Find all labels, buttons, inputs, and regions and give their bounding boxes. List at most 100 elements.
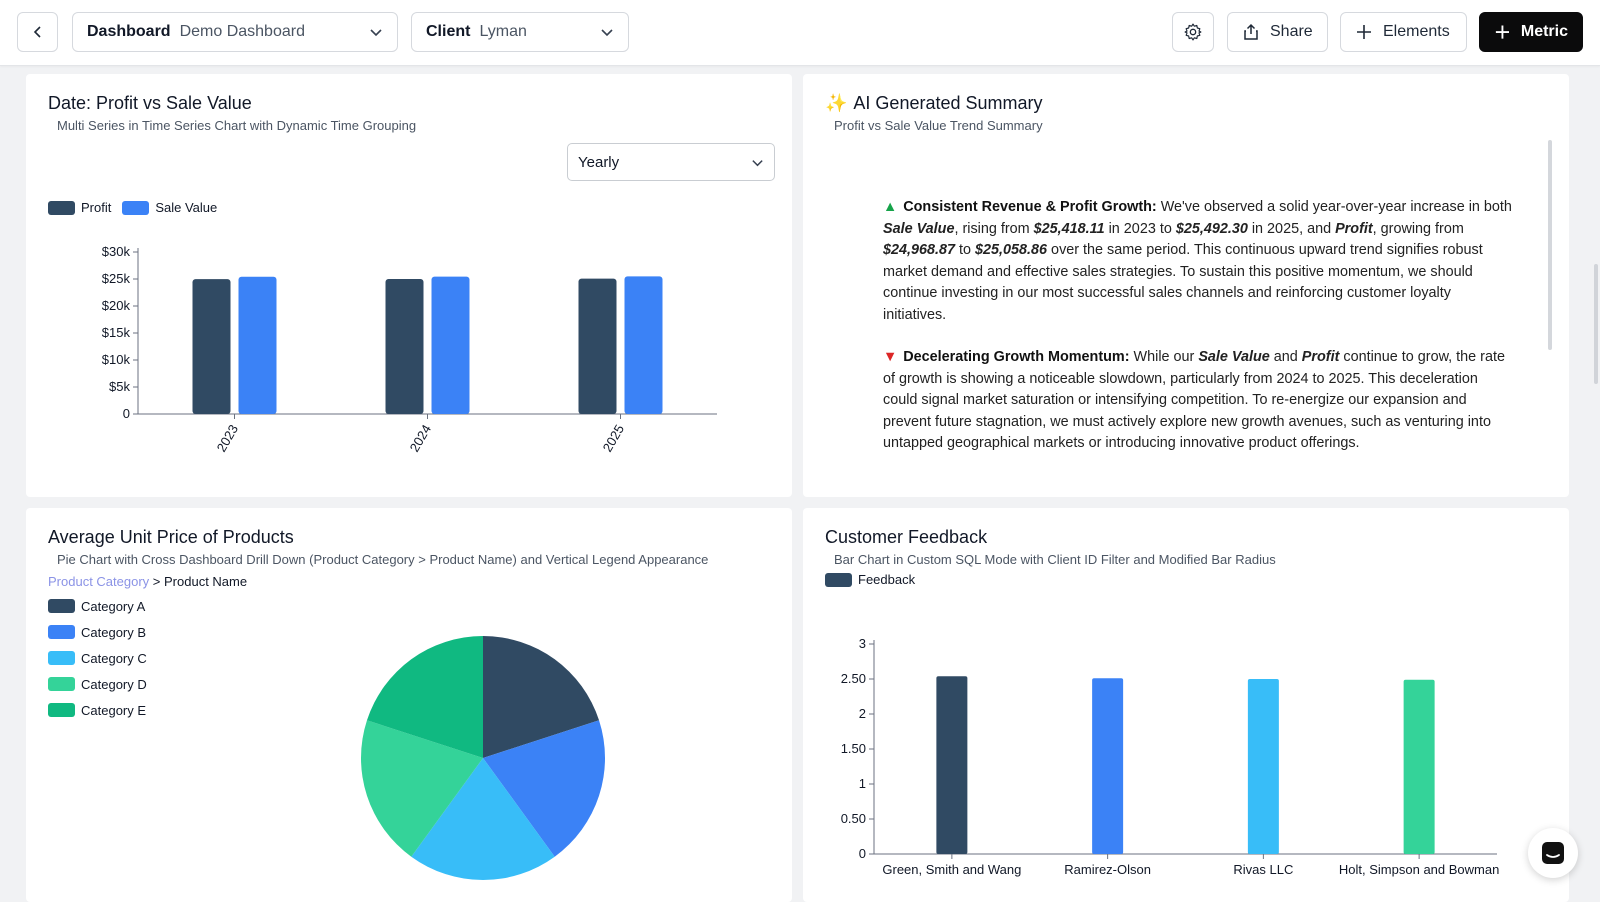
- summary-paragraph: ▲ Consistent Revenue & Profit Growth: We'…: [883, 197, 1513, 326]
- y-tick-label: 0: [859, 846, 866, 861]
- legend-swatch: [48, 703, 75, 717]
- ai-summary-text: ▲ Consistent Revenue & Profit Growth: We'…: [883, 197, 1513, 476]
- avg-unit-price-card: Average Unit Price of Products Pie Chart…: [26, 508, 792, 902]
- summary-text: , growing from: [1372, 220, 1464, 237]
- bar-green-smith-and-wang: [936, 676, 968, 854]
- bar-rivas-llc: [1247, 679, 1279, 854]
- card-subtitle: Multi Series in Time Series Chart with D…: [57, 118, 417, 133]
- legend-swatch: [48, 651, 75, 665]
- share-button[interactable]: Share: [1227, 12, 1328, 52]
- legend-label: Category E: [81, 702, 147, 718]
- plus-icon: [1495, 25, 1509, 39]
- summary-text: over the same period. This continuous up…: [883, 242, 1483, 323]
- y-tick-label: $10k: [102, 352, 131, 367]
- trend-down-icon: ▼: [883, 349, 898, 365]
- legend-swatch: [48, 599, 75, 613]
- summary-scrollbar[interactable]: [1548, 140, 1552, 350]
- chevron-down-icon: [369, 25, 383, 39]
- elements-button[interactable]: Elements: [1340, 12, 1467, 52]
- dashboard-select-label: Dashboard: [87, 23, 171, 40]
- summary-text: We've observed a solid year-over-year in…: [1156, 199, 1512, 215]
- profit-vs-sale-card: Date: Profit vs Sale Value Multi Series …: [26, 74, 792, 497]
- bar-ramirez-olson: [1092, 678, 1124, 854]
- summary-heading: Decelerating Growth Momentum:: [903, 349, 1130, 365]
- gear-icon: [1184, 23, 1202, 41]
- legend-item-category-e[interactable]: Category E: [48, 702, 147, 718]
- chat-icon: [1542, 842, 1564, 864]
- y-tick-label: $5k: [109, 379, 130, 394]
- bar-sale-value-2024: [431, 276, 470, 414]
- trend-up-icon: ▲: [883, 199, 898, 215]
- x-tick-label: Green, Smith and Wang: [882, 862, 1021, 877]
- summary-value: $25,058.86: [975, 242, 1048, 258]
- legend-item-feedback[interactable]: Feedback: [825, 572, 915, 587]
- client-select[interactable]: Client Lyman: [411, 12, 629, 52]
- chat-launcher-button[interactable]: [1528, 828, 1578, 878]
- legend-item-category-b[interactable]: Category B: [48, 624, 147, 640]
- legend-item-category-c[interactable]: Category C: [48, 650, 147, 666]
- y-tick-label: $15k: [102, 325, 131, 340]
- summary-value: $25,492.30: [1175, 220, 1248, 237]
- legend-item-sale-value[interactable]: Sale Value: [122, 200, 217, 215]
- back-button[interactable]: [17, 12, 58, 52]
- y-tick-label: 2: [859, 706, 866, 721]
- customer-feedback-card: Customer Feedback Bar Chart in Custom SQ…: [803, 508, 1569, 902]
- share-label: Share: [1270, 23, 1313, 40]
- card-title: ✨ AI Generated Summary: [825, 93, 1043, 114]
- chart-legend: Profit Sale Value: [48, 200, 228, 215]
- bar-profit-2025: [578, 278, 617, 414]
- card-subtitle: Profit vs Sale Value Trend Summary: [834, 118, 1043, 133]
- time-grouping-value: Yearly: [578, 153, 620, 171]
- legend-label: Category C: [81, 650, 147, 666]
- legend-swatch: [48, 677, 75, 691]
- breadcrumb-link-product-category[interactable]: Product Category: [48, 574, 150, 589]
- chevron-left-icon: [33, 26, 41, 38]
- chevron-down-icon: [600, 25, 614, 39]
- y-tick-label: $30k: [102, 244, 131, 259]
- summary-text: continue to grow, the rate of growth is …: [883, 349, 1505, 451]
- y-tick-label: $25k: [102, 271, 131, 286]
- card-title: Average Unit Price of Products: [48, 527, 294, 547]
- bar-sale-value-2025: [624, 276, 663, 414]
- pie-legend: Category A Category B Category C Categor…: [48, 599, 158, 729]
- share-icon: [1244, 23, 1258, 40]
- legend-swatch: [122, 200, 150, 215]
- card-subtitle: Pie Chart with Cross Dashboard Drill Dow…: [57, 552, 709, 567]
- profit-sale-bar-chart: 0 $5k $10k $15k $20k $25k $30k 2023 2024 2025: [102, 244, 717, 455]
- summary-text: While our: [1129, 349, 1199, 365]
- legend-swatch: [48, 625, 75, 639]
- legend-item-profit[interactable]: Profit: [48, 200, 111, 215]
- legend-label: Sale Value: [155, 200, 218, 215]
- y-tick-label: 2.50: [841, 671, 866, 686]
- client-select-label: Client: [426, 23, 471, 40]
- add-metric-button[interactable]: Metric: [1479, 12, 1583, 52]
- summary-emphasis: Profit: [1335, 220, 1373, 237]
- plus-icon: [1357, 25, 1371, 39]
- legend-item-category-a[interactable]: Category A: [48, 599, 145, 614]
- summary-text: in 2023 to: [1104, 220, 1176, 237]
- elements-label: Elements: [1383, 23, 1450, 40]
- legend-item-category-d[interactable]: Category D: [48, 677, 147, 692]
- summary-emphasis: Sale Value: [883, 220, 955, 237]
- drilldown-breadcrumb: Product Category > Product Name: [48, 574, 247, 589]
- top-bar: Dashboard Demo Dashboard Client Lyman Sh…: [0, 0, 1600, 66]
- x-tick-label: Ramirez-Olson: [1064, 862, 1151, 877]
- y-tick-label: 3: [859, 636, 866, 651]
- page-scrollbar[interactable]: [1594, 264, 1598, 384]
- card-title: Date: Profit vs Sale Value: [48, 93, 252, 113]
- settings-button[interactable]: [1172, 12, 1214, 52]
- time-grouping-select[interactable]: Yearly: [567, 143, 775, 181]
- pie-slice-category-a: [483, 636, 600, 758]
- legend-swatch: [48, 200, 75, 215]
- y-tick-label: $20k: [102, 298, 131, 313]
- ai-summary-card: ✨ AI Generated Summary Profit vs Sale Val…: [803, 74, 1569, 497]
- card-title-text: AI Generated Summary: [853, 93, 1043, 113]
- legend-label: Category B: [81, 624, 147, 640]
- summary-emphasis: Sale Value: [1198, 349, 1270, 365]
- dashboard-select[interactable]: Dashboard Demo Dashboard: [72, 12, 398, 52]
- sparkle-icon: ✨: [825, 93, 848, 113]
- avg-unit-price-pie-chart: [360, 636, 605, 880]
- summary-value: $24,968.87: [883, 242, 956, 258]
- y-tick-label: 0: [123, 406, 130, 421]
- card-subtitle: Bar Chart in Custom SQL Mode with Client…: [834, 552, 1276, 567]
